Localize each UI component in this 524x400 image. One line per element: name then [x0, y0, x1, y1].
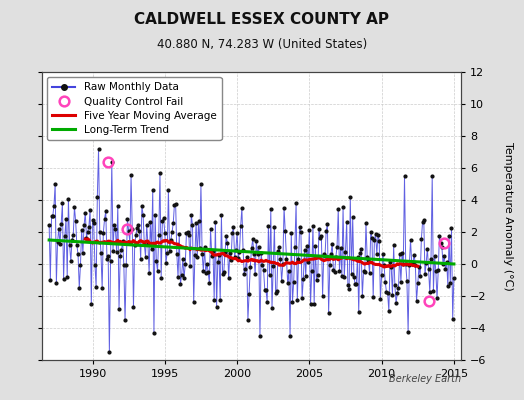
Y-axis label: Temperature Anomaly (°C): Temperature Anomaly (°C): [504, 142, 514, 290]
Legend: Raw Monthly Data, Quality Control Fail, Five Year Moving Average, Long-Term Tren: Raw Monthly Data, Quality Control Fail, …: [47, 77, 222, 140]
Text: 40.880 N, 74.283 W (United States): 40.880 N, 74.283 W (United States): [157, 38, 367, 51]
Text: CALDWELL ESSEX COUNTY AP: CALDWELL ESSEX COUNTY AP: [135, 12, 389, 27]
Text: Berkeley Earth: Berkeley Earth: [389, 374, 461, 384]
